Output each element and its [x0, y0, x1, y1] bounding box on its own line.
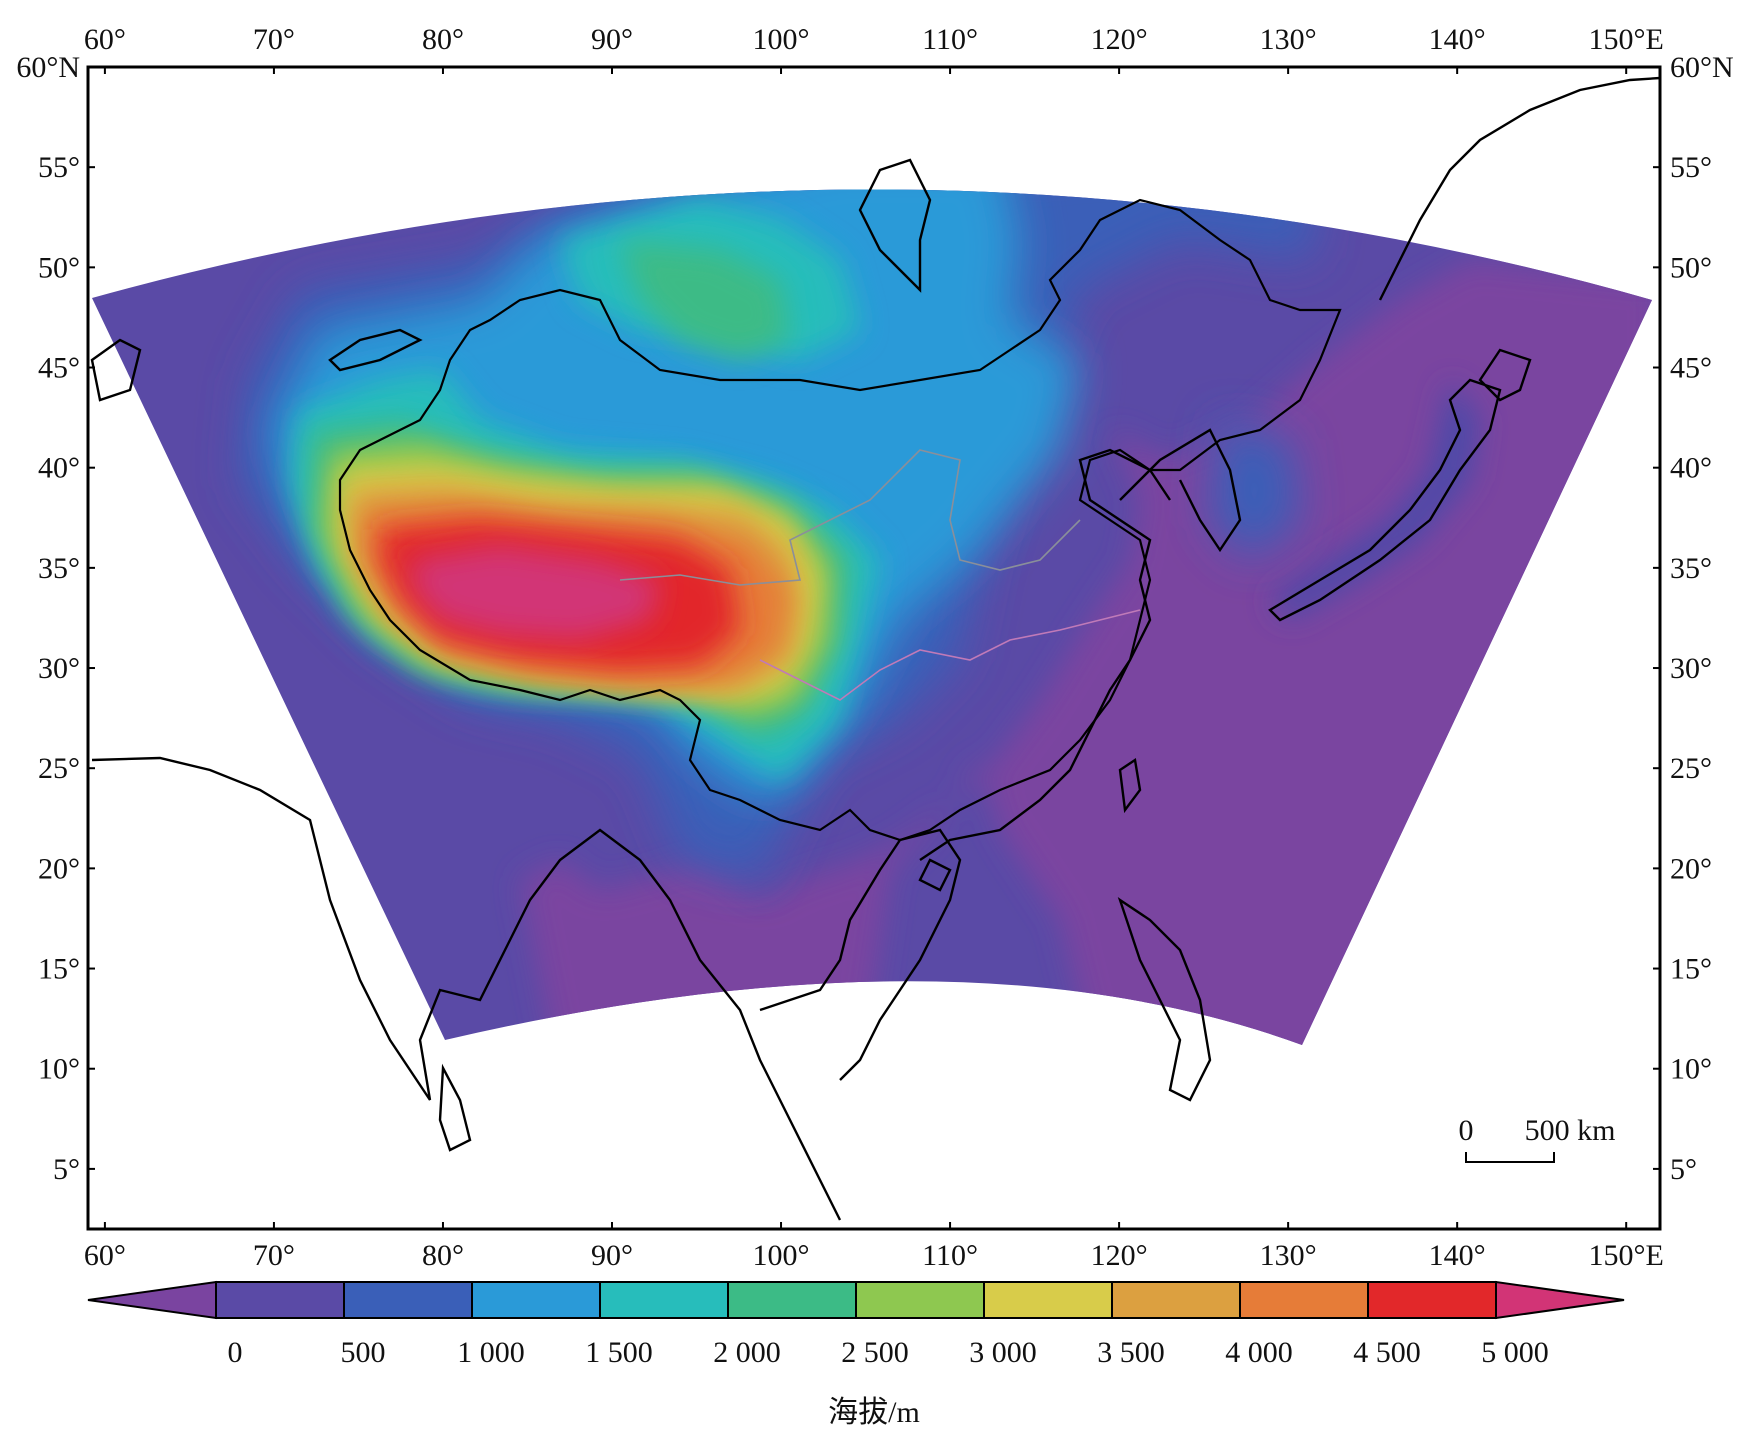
bottom-axis-label: 130°: [1260, 1239, 1317, 1272]
bottom-axis-label: 90°: [591, 1239, 633, 1272]
colorbar-unit-label: 海拔/m: [828, 1396, 920, 1429]
top-axis-label: 130°: [1260, 23, 1317, 56]
bottom-axis-label: 150°E: [1589, 1239, 1664, 1272]
left-axis-label: 60°N: [16, 51, 80, 84]
colorbar: 0 500 1 000 1 500 2 000 2 500 3 000 3 500 4 000 4…: [87, 1280, 1625, 1369]
left-axis-label: 10°: [38, 1053, 80, 1086]
right-axis-label: 5°: [1670, 1153, 1697, 1186]
right-axis-label: 40°: [1670, 452, 1712, 485]
right-axis-label: 10°: [1670, 1053, 1712, 1086]
colorbar-segment: [727, 1281, 857, 1319]
colorbar-segment: [1239, 1281, 1369, 1319]
top-axis: 60° 70° 80° 90° 100° 110° 120° 130° 140° 150°E: [84, 23, 1664, 74]
bottom-axis-label: 100°: [753, 1239, 810, 1272]
right-axis-label: 60°N: [1670, 51, 1734, 84]
right-axis-label: 25°: [1670, 752, 1712, 785]
scale-bar-end-label: 500 km: [1525, 1114, 1616, 1147]
left-axis-label: 40°: [38, 452, 80, 485]
right-axis-label: 30°: [1670, 652, 1712, 685]
left-axis-label: 20°: [38, 852, 80, 885]
right-axis-label: 15°: [1670, 953, 1712, 986]
scale-bar-line: [1465, 1152, 1555, 1163]
bottom-axis-label: 140°: [1429, 1239, 1486, 1272]
left-axis-label: 50°: [38, 251, 80, 284]
colorbar-tick-label: 1 000: [457, 1336, 525, 1369]
bottom-axis: 60° 70° 80° 90° 100° 110° 120° 130° 140° 150°E: [84, 1222, 1664, 1272]
colorbar-tick-label: 4 000: [1225, 1336, 1293, 1369]
top-axis-label: 60°: [84, 23, 126, 56]
colorbar-segment: [215, 1281, 345, 1319]
left-axis-label: 25°: [38, 752, 80, 785]
colorbar-tick-label: 0: [228, 1336, 243, 1369]
top-axis-label: 90°: [591, 23, 633, 56]
coastlines: [90, 76, 1660, 1221]
right-axis-label: 20°: [1670, 852, 1712, 885]
colorbar-tick-label: 2 000: [713, 1336, 781, 1369]
colorbar-tick-label: 500: [341, 1336, 386, 1369]
china-border: [338, 198, 1342, 842]
colorbar-tick-label: 3 500: [1097, 1336, 1165, 1369]
bottom-axis-label: 70°: [253, 1239, 295, 1272]
left-axis-label: 45°: [38, 352, 80, 385]
colorbar-over-triangle: [1495, 1280, 1625, 1320]
left-axis-label: 30°: [38, 652, 80, 685]
top-axis-label: 120°: [1091, 23, 1148, 56]
top-axis-label: 110°: [922, 23, 978, 56]
colorbar-tick-label: 2 500: [841, 1336, 909, 1369]
left-axis: 60°N 55° 50° 45° 40° 35° 30° 25° 20° 15° 10° 5°: [16, 51, 95, 1186]
colorbar-segment: [599, 1281, 729, 1319]
top-axis-label: 140°: [1429, 23, 1486, 56]
right-axis-label: 45°: [1670, 352, 1712, 385]
colorbar-tick-label: 4 500: [1353, 1336, 1421, 1369]
right-axis-label: 50°: [1670, 251, 1712, 284]
bottom-axis-label: 110°: [922, 1239, 978, 1272]
colorbar-under-triangle: [87, 1280, 217, 1320]
top-axis-label: 150°E: [1589, 23, 1664, 56]
rivers: [619, 449, 1141, 701]
bottom-axis-label: 80°: [422, 1239, 464, 1272]
colorbar-tick-label: 3 000: [969, 1336, 1037, 1369]
scale-bar: 0 500 km: [1459, 1114, 1616, 1163]
left-axis-label: 35°: [38, 552, 80, 585]
map-border: [86, 65, 1662, 1231]
right-axis: 60°N 55° 50° 45° 40° 35° 30° 25° 20° 15° 10° 5°: [1653, 51, 1734, 1186]
elevation-field: [92, 189, 1652, 1046]
colorbar-segment: [471, 1281, 601, 1319]
bottom-axis-label: 60°: [84, 1239, 126, 1272]
right-axis-label: 55°: [1670, 151, 1712, 184]
top-axis-label: 100°: [753, 23, 810, 56]
top-axis-label: 70°: [253, 23, 295, 56]
colorbar-segment: [855, 1281, 985, 1319]
ocean-region: [520, 260, 1652, 1046]
left-axis-label: 5°: [53, 1153, 80, 1186]
colorbar-segment: [983, 1281, 1113, 1319]
colorbar-tick-label: 5 000: [1481, 1336, 1549, 1369]
colorbar-tick-label: 1 500: [585, 1336, 653, 1369]
left-axis-label: 15°: [38, 953, 80, 986]
colorbar-segment: [343, 1281, 473, 1319]
bottom-axis-label: 120°: [1091, 1239, 1148, 1272]
colorbar-segment: [1367, 1281, 1497, 1319]
left-axis-label: 55°: [38, 151, 80, 184]
top-axis-label: 80°: [422, 23, 464, 56]
scale-bar-start-label: 0: [1459, 1114, 1474, 1147]
right-axis-label: 35°: [1670, 552, 1712, 585]
colorbar-segment: [1111, 1281, 1241, 1319]
